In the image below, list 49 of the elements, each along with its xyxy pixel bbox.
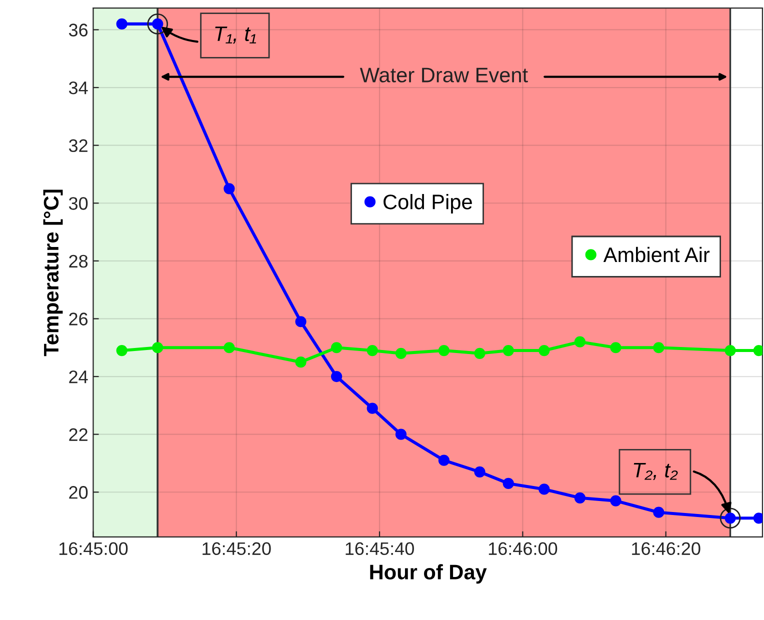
- point: [653, 506, 664, 518]
- point: [295, 356, 306, 368]
- annotation: T₂, t₂: [634, 462, 678, 480]
- point: [295, 316, 306, 328]
- x-tick-label: 16:46:00: [488, 542, 558, 556]
- point: [331, 370, 342, 382]
- point: [474, 466, 486, 478]
- y-tick-label: 32: [68, 139, 88, 152]
- point: [224, 183, 235, 194]
- y-axis-title: Temperature [°C]: [43, 190, 63, 356]
- point: [474, 348, 486, 359]
- point: [395, 428, 407, 440]
- point: [574, 492, 586, 504]
- y-tick-label: 22: [69, 428, 88, 441]
- y-tick-label: 36: [68, 24, 88, 36]
- point: [152, 342, 164, 354]
- band-label: Water Draw Event: [360, 68, 528, 82]
- point: [538, 344, 550, 356]
- point: [538, 484, 550, 495]
- point: [610, 495, 622, 506]
- point: [438, 344, 450, 356]
- legend-label: Ambient Air: [603, 246, 710, 262]
- point: [502, 478, 514, 490]
- x-tick-label: 16:45:40: [346, 542, 414, 556]
- point: [116, 18, 128, 30]
- y-tick-label: 30: [68, 197, 88, 210]
- annotation: T₁, t₁: [215, 26, 256, 44]
- y-tick-label: 20: [69, 486, 88, 499]
- x-axis-title: Hour of Day: [370, 564, 487, 584]
- legend-label: Cold Pipe: [384, 194, 472, 214]
- y-tick-label: 28: [69, 254, 88, 268]
- x-tick-label: 16:45:20: [202, 542, 271, 556]
- point: [610, 342, 622, 354]
- point: [116, 344, 128, 356]
- point: [224, 342, 235, 354]
- point: [331, 342, 342, 354]
- y-tick-label: 24: [69, 370, 88, 384]
- point: [366, 402, 378, 414]
- point: [653, 342, 664, 354]
- y-tick-label: 26: [69, 312, 88, 326]
- x-tick-label: 16:45:00: [59, 542, 128, 556]
- point: [366, 344, 378, 356]
- point: [724, 344, 736, 356]
- y-tick-label: 34: [68, 81, 88, 94]
- x-tick-label: 16:46:20: [632, 542, 700, 556]
- point: [574, 336, 586, 348]
- point: [395, 348, 407, 359]
- point: [438, 454, 450, 466]
- point: [502, 344, 514, 356]
